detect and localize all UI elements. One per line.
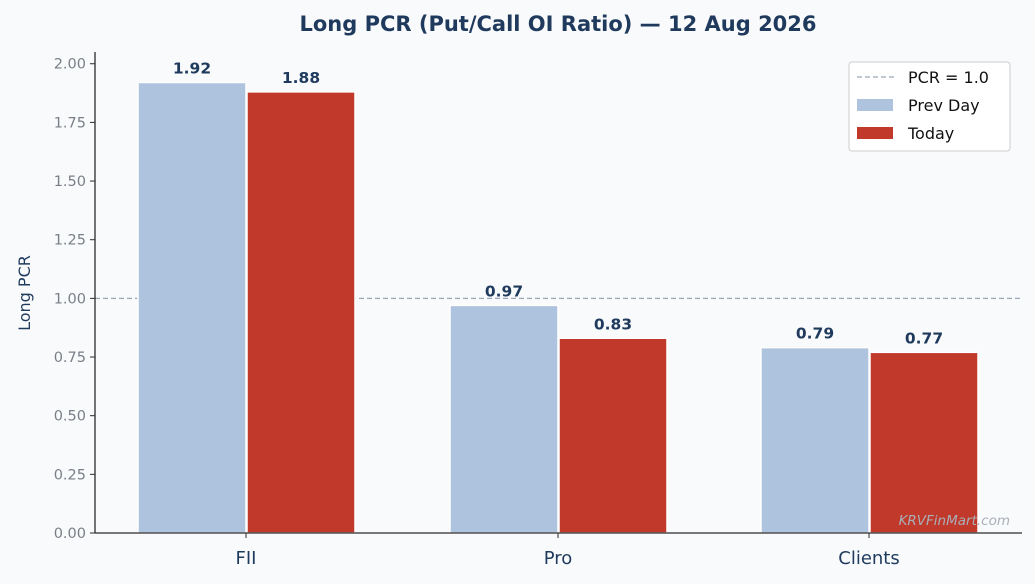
legend-swatch-today (857, 127, 893, 139)
legend-label-today: Today (907, 124, 954, 143)
data-label: 1.88 (282, 69, 320, 87)
y-tick-label: 1.75 (54, 115, 86, 131)
data-label: 0.79 (796, 325, 834, 343)
legend-label-prev-day: Prev Day (908, 96, 980, 115)
y-tick-label: 0.50 (54, 409, 86, 425)
bars (137, 81, 979, 534)
legend-swatch-prev-day (857, 99, 893, 111)
x-tick-label: Pro (544, 548, 573, 569)
data-label: 0.97 (485, 282, 523, 300)
data-label: 1.92 (173, 60, 211, 78)
data-label: 0.83 (594, 315, 632, 333)
bar-today-fii (246, 91, 356, 534)
x-tick-label: Clients (838, 548, 900, 569)
x-axis-ticks: FII Pro Clients (236, 533, 900, 569)
bar-prev-day-clients (760, 346, 870, 534)
bar-prev-day-fii (137, 81, 247, 534)
chart-title: Long PCR (Put/Call OI Ratio) — 12 Aug 20… (299, 12, 816, 36)
y-tick-label: 0.00 (54, 526, 86, 542)
x-tick-label: FII (236, 548, 257, 569)
legend-label-reference: PCR = 1.0 (908, 68, 989, 87)
y-tick-label: 0.75 (54, 350, 86, 366)
data-label: 0.77 (905, 329, 943, 347)
y-axis-label: Long PCR (15, 255, 34, 331)
y-tick-label: 0.25 (54, 467, 86, 483)
legend: PCR = 1.0 Prev Day Today (848, 61, 1011, 152)
y-tick-label: 1.00 (54, 291, 86, 307)
watermark: KRVFinMart.com (899, 513, 1010, 529)
y-tick-label: 2.00 (54, 57, 86, 73)
bar-today-pro (558, 337, 668, 534)
bar-prev-day-pro (449, 304, 559, 534)
y-tick-label: 1.25 (54, 233, 86, 249)
data-labels: 1.92 1.88 0.97 0.83 0.79 0.77 (173, 60, 943, 348)
y-tick-label: 1.50 (54, 174, 86, 190)
y-axis-ticks: 0.00 0.25 0.50 0.75 1.00 1.25 1.50 1.75 2.00 (54, 57, 95, 542)
bar-today-clients (869, 351, 979, 534)
